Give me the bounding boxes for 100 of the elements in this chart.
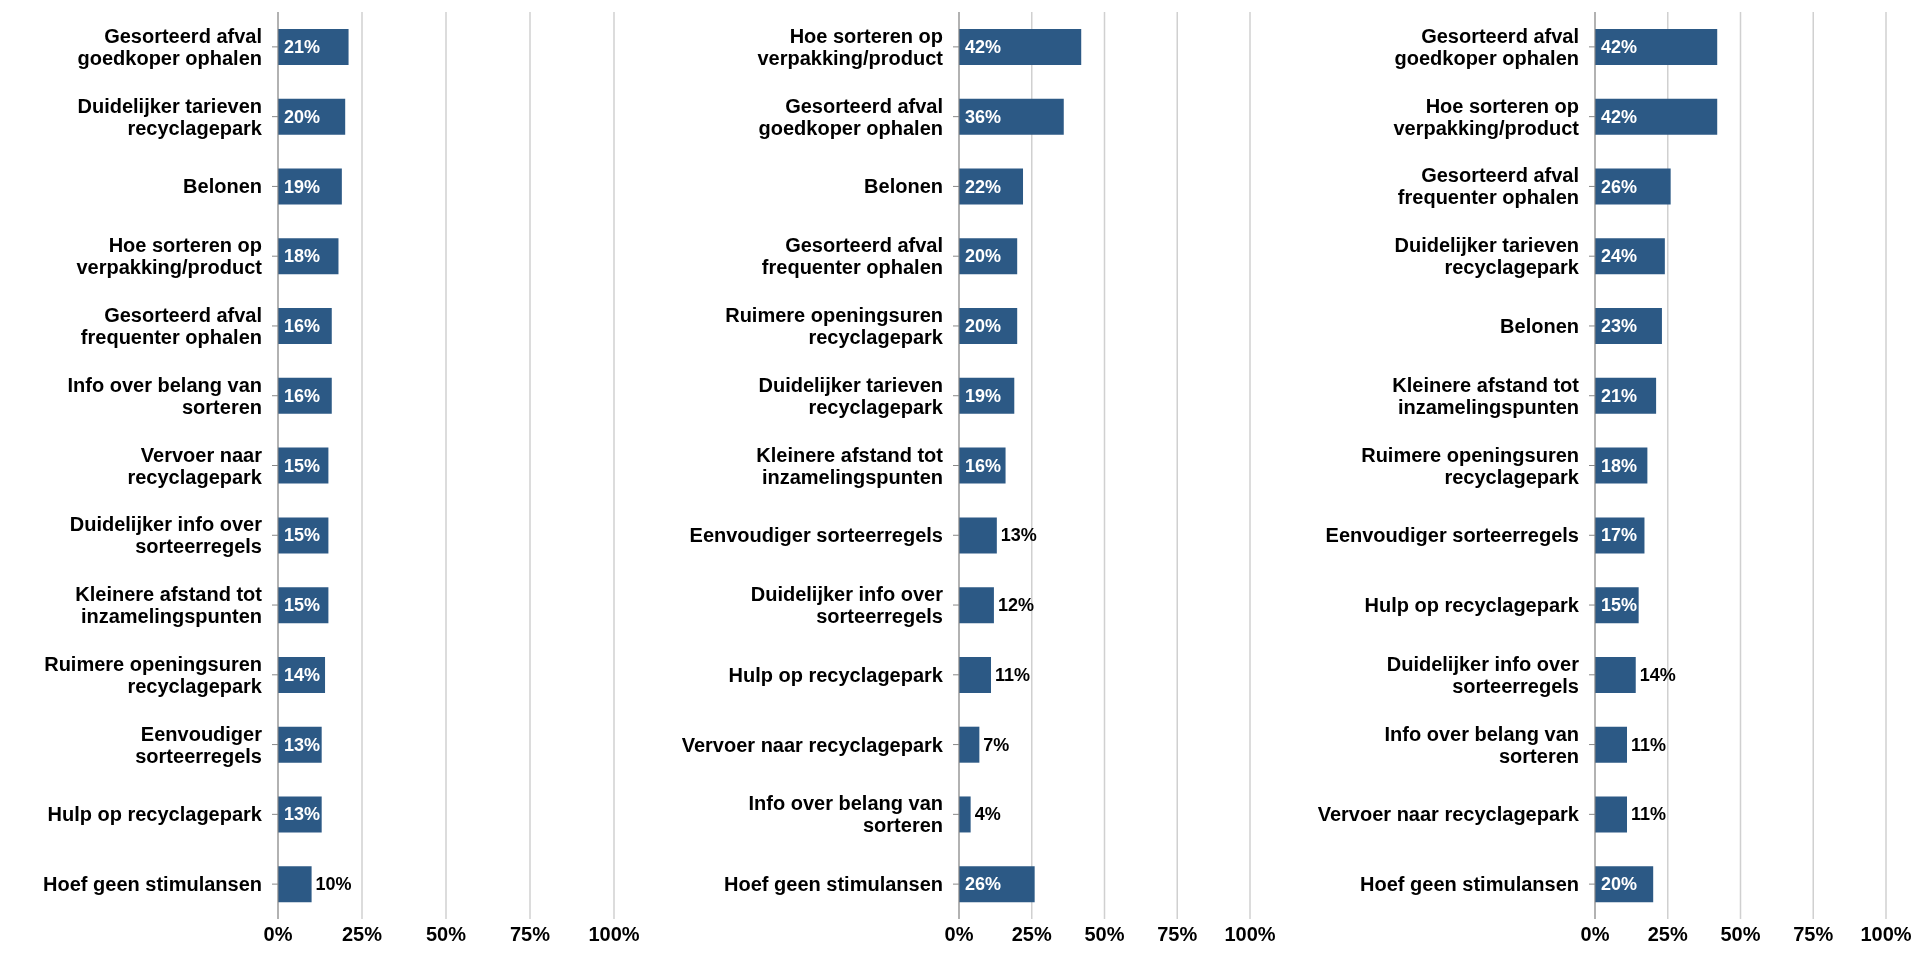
x-tick-label: 100%	[588, 923, 640, 946]
y-tick-label: Ruimere openingsuren recyclagepark	[725, 303, 944, 348]
data-label: 15%	[284, 595, 321, 616]
y-tick-label: Gesorteerd afval goedkoper ophalen	[758, 94, 943, 139]
y-tick-label: Kleinere afstand tot inzamelingspunten	[756, 443, 944, 488]
y-tick-label: Kleinere afstand tot inzamelingspunten	[75, 583, 263, 628]
y-tick-label: Hoef geen stimulansen	[1360, 873, 1579, 896]
y-tick-label: Duidelijker tarieven recyclagepark	[77, 94, 263, 139]
x-tick-label: 50%	[1084, 923, 1125, 946]
data-label: 7%	[983, 734, 1010, 755]
x-tick-label: 0%	[263, 923, 293, 946]
y-tick-label: Info over belang van sorteren	[67, 373, 262, 418]
data-label: 20%	[284, 106, 321, 127]
y-tick-label: Hoe sorteren op verpakking/product	[757, 24, 944, 69]
y-tick-label: Gesorteerd afval frequenter ophalen	[80, 303, 262, 348]
data-label: 16%	[284, 385, 321, 406]
data-label: 21%	[1601, 385, 1638, 406]
bar	[959, 796, 971, 833]
y-tick-label: Hoef geen stimulansen	[43, 873, 262, 896]
data-label: 18%	[1601, 455, 1638, 476]
y-tick-label: Eenvoudiger sorteerregels	[135, 722, 263, 767]
bar	[1595, 726, 1628, 763]
y-tick-label: Hulp op recyclagepark	[47, 803, 263, 826]
y-tick-label: Gesorteerd afval goedkoper ophalen	[1394, 24, 1579, 69]
data-label: 42%	[965, 37, 1002, 57]
data-label: 14%	[1639, 664, 1676, 685]
bar	[959, 517, 997, 554]
x-tick-label: 50%	[1720, 923, 1761, 946]
y-tick-label: Hoe sorteren op verpakking/product	[1393, 94, 1580, 139]
data-label: 20%	[1601, 874, 1638, 895]
bar	[959, 726, 980, 763]
data-label: 18%	[284, 246, 321, 267]
y-tick-label: Vervoer naar recyclagepark	[681, 733, 944, 756]
y-tick-label: Duidelijker info over sorteerregels	[69, 513, 263, 558]
bar	[1595, 796, 1628, 833]
x-tick-label: 100%	[1860, 923, 1912, 946]
y-tick-label: Ruimere openingsuren recyclagepark	[1361, 443, 1580, 488]
x-tick-label: 0%	[944, 923, 974, 946]
data-label: 13%	[284, 804, 321, 825]
data-label: 15%	[284, 455, 321, 476]
bar	[959, 587, 994, 624]
data-label: 19%	[284, 176, 321, 197]
data-label: 4%	[974, 804, 1001, 825]
data-label: 26%	[965, 874, 1002, 895]
y-tick-label: Eenvoudiger sorteerregels	[689, 524, 943, 547]
data-label: 16%	[965, 455, 1002, 476]
y-tick-label: Hulp op recyclagepark	[1364, 594, 1580, 617]
x-tick-label: 25%	[1647, 923, 1688, 946]
y-tick-label: Vervoer naar recyclagepark	[127, 443, 263, 488]
y-tick-label: Gesorteerd afval frequenter ophalen	[761, 234, 943, 279]
y-tick-label: Duidelijker info over sorteerregels	[750, 583, 944, 628]
data-label: 20%	[965, 316, 1002, 337]
data-label: 15%	[1601, 595, 1638, 616]
x-tick-label: 25%	[1011, 923, 1052, 946]
bar	[278, 866, 312, 903]
x-tick-label: 75%	[1793, 923, 1834, 946]
data-label: 36%	[965, 106, 1002, 127]
y-tick-label: Gesorteerd afval goedkoper ophalen	[77, 24, 262, 69]
y-tick-label: Info over belang van sorteren	[1384, 722, 1579, 767]
data-label: 42%	[1601, 37, 1638, 57]
data-label: 17%	[1601, 525, 1638, 546]
data-label: 21%	[284, 37, 321, 57]
data-label: 23%	[1601, 316, 1638, 337]
y-tick-label: Duidelijker tarieven recyclagepark	[758, 373, 944, 418]
data-label: 22%	[965, 176, 1002, 197]
x-tick-label: 75%	[1157, 923, 1198, 946]
y-tick-label: Belonen	[1500, 314, 1579, 337]
data-label: 14%	[284, 664, 321, 685]
bar	[1595, 29, 1718, 65]
data-label: 13%	[1000, 525, 1037, 546]
bar	[959, 656, 992, 693]
data-label: 11%	[1631, 804, 1667, 825]
y-tick-label: Vervoer naar recyclagepark	[1317, 803, 1580, 826]
y-tick-label: Duidelijker info over sorteerregels	[1386, 652, 1580, 697]
data-label: 16%	[284, 316, 321, 337]
bar	[1595, 656, 1636, 693]
x-tick-label: 100%	[1224, 923, 1276, 946]
bar	[1595, 98, 1718, 135]
y-tick-label: Ruimere openingsuren recyclagepark	[44, 652, 263, 697]
y-tick-label: Belonen	[864, 175, 943, 198]
data-label: 12%	[997, 595, 1034, 616]
y-tick-label: Hoef geen stimulansen	[724, 873, 943, 896]
data-label: 20%	[965, 246, 1002, 267]
data-label: 15%	[284, 525, 321, 546]
y-tick-label: Belonen	[183, 175, 262, 198]
x-tick-label: 75%	[509, 923, 551, 946]
data-label: 24%	[1601, 246, 1638, 267]
y-tick-label: Hoe sorteren op verpakking/product	[76, 234, 263, 279]
y-tick-label: Duidelijker tarieven recyclagepark	[1394, 234, 1580, 279]
y-tick-label: Eenvoudiger sorteerregels	[1325, 524, 1579, 547]
bar	[959, 98, 1064, 135]
y-tick-label: Kleinere afstand tot inzamelingspunten	[1392, 373, 1580, 418]
data-label: 11%	[1631, 734, 1667, 755]
y-tick-label: Hulp op recyclagepark	[728, 663, 944, 686]
data-label: 26%	[1601, 176, 1638, 197]
bar	[959, 29, 1082, 65]
x-tick-label: 0%	[1580, 923, 1610, 946]
x-tick-label: 25%	[341, 923, 383, 946]
data-label: 42%	[1601, 106, 1638, 127]
data-label: 10%	[315, 874, 352, 895]
